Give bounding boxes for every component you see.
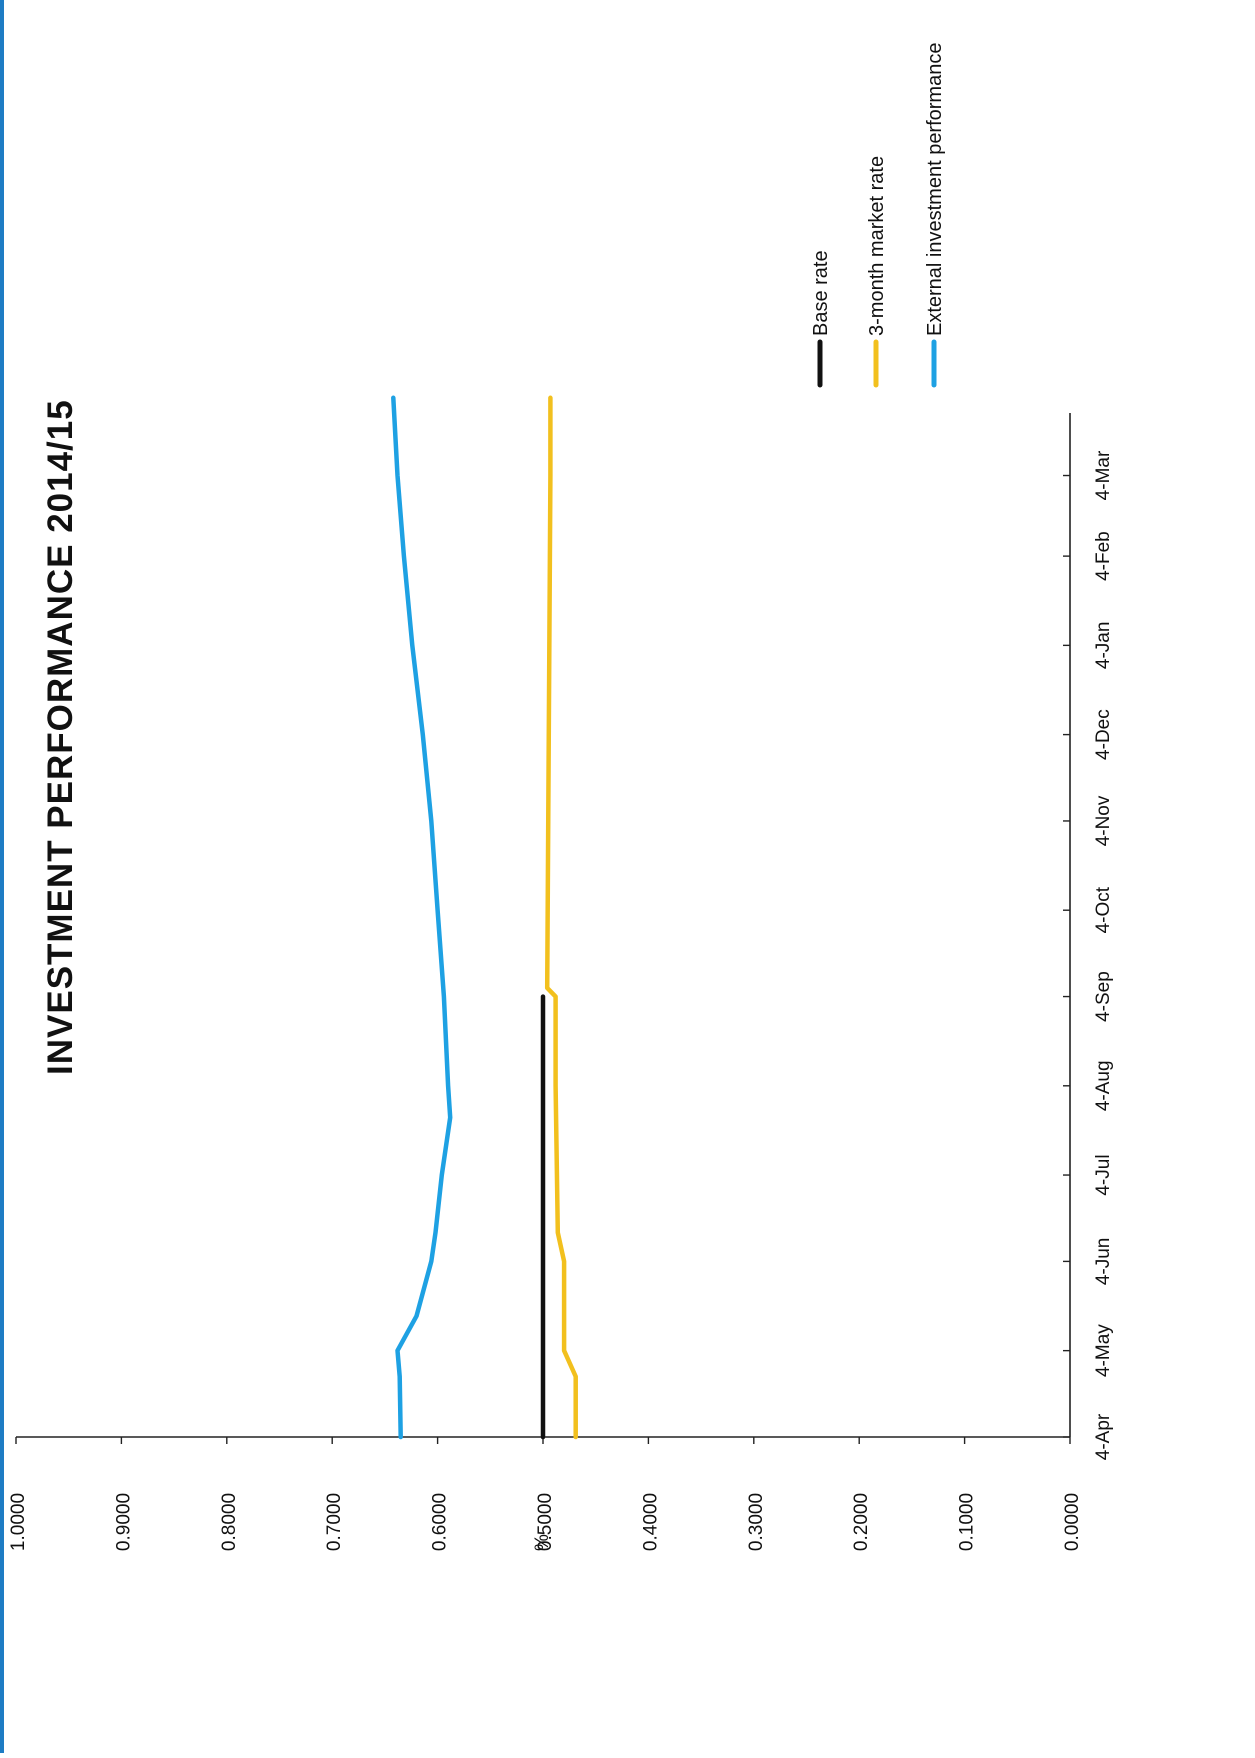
y-axis: 0.0000 0.1000 0.2000 0.3000 0.4000 0.5000 0.60… — [8, 1436, 1083, 1551]
x-tick-label: 4-Aug — [1093, 1060, 1114, 1111]
x-tick-label: 4-Dec — [1093, 709, 1114, 760]
chart-title: INVESTMENT PERFORMANCE 2014/15 — [41, 399, 80, 1075]
y-tick-label: 0.4000 — [640, 1493, 661, 1551]
x-tick-label: 4-Mar — [1093, 450, 1114, 500]
y-tick-label: 0.3000 — [746, 1493, 767, 1551]
x-tick-label: 4-Sep — [1093, 971, 1114, 1022]
y-tick-label: 0.5000 — [535, 1493, 556, 1551]
y-tick-label: 0.2000 — [851, 1493, 872, 1551]
x-tick-label: 4-Oct — [1093, 886, 1114, 933]
plot-area — [391, 395, 578, 1440]
y-axis-label: % — [532, 1534, 553, 1551]
x-tick-label: 4-May — [1093, 1324, 1114, 1377]
x-tick-label: 4-Apr — [1093, 1413, 1114, 1460]
y-tick-label: 0.7000 — [324, 1493, 345, 1551]
legend-label: 3-month market rate — [866, 156, 888, 336]
y-tick-label: 0.1000 — [957, 1493, 978, 1551]
y-tick-label: 0.8000 — [219, 1493, 240, 1551]
series-line-2 — [391, 395, 453, 1440]
legend-label: Base rate — [810, 250, 832, 336]
legend: Base rate 3-month market rate External inv… — [810, 43, 946, 388]
series-line-1 — [544, 395, 578, 1440]
y-tick-label: 0.6000 — [430, 1493, 451, 1551]
x-tick-label: 4-Jul — [1093, 1154, 1114, 1195]
x-tick-label: 4-Jan — [1093, 622, 1114, 670]
y-tick-label: 1.0000 — [8, 1493, 29, 1551]
y-tick-label: 0.0000 — [1062, 1493, 1083, 1551]
x-tick-label: 4-Jun — [1093, 1238, 1114, 1286]
x-tick-label: 4-Feb — [1093, 531, 1114, 581]
legend-label: External investment performance — [924, 43, 946, 336]
x-axis: 4-Apr 4-May 4-Jun 4-Jul 4-Aug 4-Sep 4-Oct 4-Nov… — [1063, 413, 1114, 1460]
y-tick-label: 0.9000 — [113, 1493, 134, 1551]
x-tick-label: 4-Nov — [1093, 795, 1114, 846]
page-edge-bar — [0, 0, 4, 1753]
